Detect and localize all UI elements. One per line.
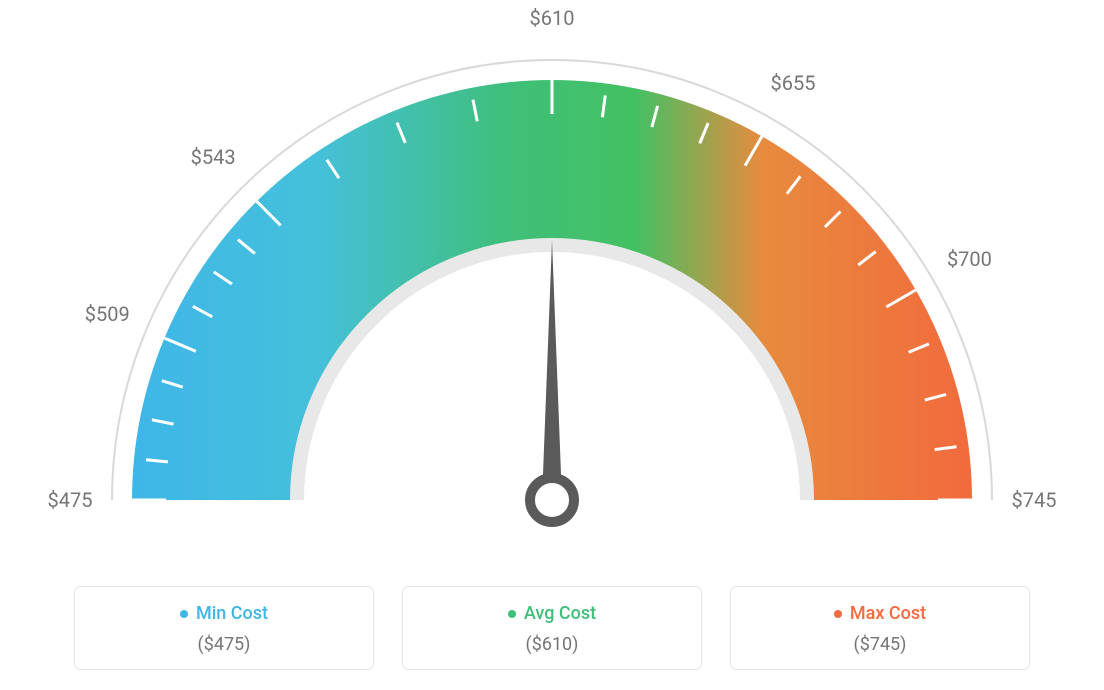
- gauge-tick-label: $745: [1012, 488, 1057, 512]
- gauge-tick-label: $655: [771, 71, 816, 95]
- gauge-svg: [0, 0, 1104, 560]
- legend-card-max: Max Cost ($745): [730, 586, 1030, 671]
- legend-title-text: Min Cost: [196, 603, 268, 624]
- legend-title-avg: Avg Cost: [508, 603, 596, 624]
- legend-title-text: Avg Cost: [524, 603, 596, 624]
- legend-card-min: Min Cost ($475): [74, 586, 374, 671]
- dot-icon: [180, 610, 188, 618]
- gauge-tick-label: $700: [947, 247, 992, 271]
- gauge-tick-label: $509: [85, 302, 130, 326]
- legend-value-avg: ($610): [403, 634, 701, 655]
- legend-title-max: Max Cost: [834, 603, 926, 624]
- gauge-tick-label: $543: [191, 145, 236, 169]
- legend-title-text: Max Cost: [850, 603, 926, 624]
- legend-value-min: ($475): [75, 634, 373, 655]
- gauge-tick-label: $475: [48, 488, 93, 512]
- dot-icon: [834, 610, 842, 618]
- legend-value-max: ($745): [731, 634, 1029, 655]
- legend-title-min: Min Cost: [180, 603, 268, 624]
- dot-icon: [508, 610, 516, 618]
- legend-row: Min Cost ($475) Avg Cost ($610) Max Cost…: [0, 586, 1104, 671]
- legend-card-avg: Avg Cost ($610): [402, 586, 702, 671]
- gauge-tick-label: $610: [530, 6, 575, 30]
- gauge-chart: $475 $509 $543 $610 $655 $700 $745: [0, 0, 1104, 560]
